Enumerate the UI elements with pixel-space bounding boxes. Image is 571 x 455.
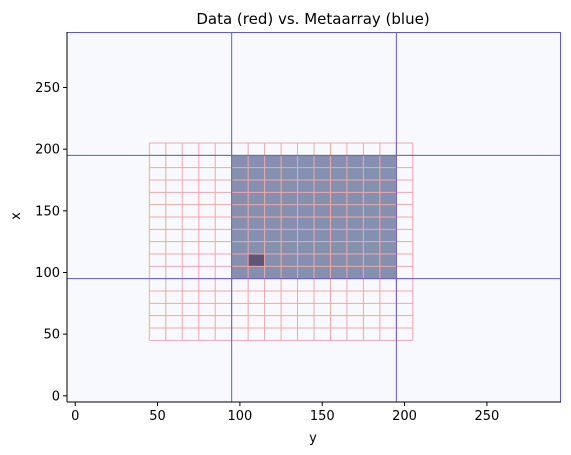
y-tick-label: 50 [43, 328, 60, 343]
x-tick-label: 200 [392, 409, 417, 424]
plot-marks [67, 32, 561, 402]
metaarray-highlight-cell [248, 254, 265, 267]
y-tick-label: 250 [35, 81, 60, 96]
x-axis-label: y [309, 431, 317, 446]
x-tick-label: 150 [310, 409, 335, 424]
y-tick-label: 100 [35, 266, 60, 281]
axes: 0 50 100 150 200 250 0 50 100 150 200 250 [35, 32, 561, 424]
x-tick-label: 250 [474, 409, 499, 424]
y-tick-label: 150 [35, 204, 60, 219]
y-tick-label: 200 [35, 143, 60, 158]
y-axis-label: x [9, 212, 24, 220]
x-tick-label: 50 [149, 409, 166, 424]
chart-title: Data (red) vs. Metaarray (blue) [196, 10, 429, 28]
y-tick-label: 0 [52, 389, 60, 404]
x-tick-label: 100 [227, 409, 252, 424]
x-tick-label: 0 [71, 409, 79, 424]
